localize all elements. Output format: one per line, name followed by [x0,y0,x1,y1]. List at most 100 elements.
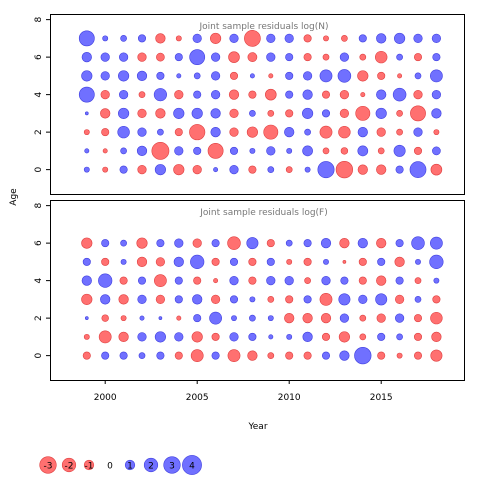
residual-bubble [153,88,167,102]
residual-bubble [118,294,129,305]
residual-bubble [207,142,224,159]
residual-bubble [229,332,239,342]
residual-bubble [358,34,367,43]
residual-bubble [413,332,423,341]
residual-bubble [375,293,388,306]
residual-bubble [321,332,331,341]
residual-bubble [377,257,386,266]
residual-bubble [120,258,127,265]
residual-bubble [302,145,313,157]
panel-frame [50,14,465,195]
residual-bubble [323,35,329,42]
residual-bubble [193,314,202,323]
bubble-group [81,236,444,365]
residual-bubble [229,127,239,137]
residual-bubble [137,34,147,43]
residual-bubble [430,163,443,176]
residual-bubble [304,166,311,173]
residual-bubble [433,129,440,136]
residual-bubble [249,296,256,303]
residual-bubble [101,239,110,248]
residual-bubble [229,295,239,304]
residual-bubble [247,52,258,62]
residual-bubble [156,52,165,62]
residual-bubble [359,314,367,322]
residual-bubble [377,71,386,80]
residual-bubble [210,108,221,119]
panel-title: Joint sample residuals log(N) [198,22,328,32]
residual-bubble [100,90,110,100]
residual-bubble [414,296,422,303]
residual-bubble [413,33,423,43]
residual-bubble [151,141,170,160]
residual-bubble [213,167,219,173]
y-axis-label: Age [9,188,19,206]
y-tick-label: 4 [34,91,44,97]
residual-bubble [81,293,93,305]
residual-bubble [359,53,367,61]
residual-bubble [191,331,203,343]
residual-bubble [137,165,147,175]
residual-bubble [395,165,404,174]
residual-bubble [229,165,239,175]
residual-bubble [174,90,184,100]
legend-label: 4 [189,462,195,472]
residual-bubble [265,88,277,101]
residual-bubble [249,110,256,117]
residual-bubble [117,125,130,139]
residual-bubble [139,315,145,321]
residual-bubble [266,257,275,266]
y-tick-label: 8 [34,16,44,22]
residual-bubble [228,51,240,63]
residual-bubble [266,276,276,286]
panel-frame [50,200,465,381]
residual-bubble [154,331,166,343]
residual-bubble [102,166,109,173]
x-tick-label: 2000 [94,393,117,403]
residual-bubble [376,238,387,249]
legend-bubble [163,456,181,474]
residual-bubble [246,126,258,138]
legend-label: 2 [148,462,154,472]
residual-bubble [119,276,128,285]
residual-bubble [430,69,443,83]
residual-bubble [357,164,368,175]
residual-bubble [335,161,354,179]
residual-bubble [285,71,294,80]
residual-bubble [136,145,148,156]
residual-bubble [413,351,423,360]
residual-bubble [248,257,257,266]
residual-bubble [410,105,426,122]
y-tick-label: 8 [34,202,44,208]
y-tick-label: 6 [34,240,44,246]
residual-bubble [84,316,89,320]
residual-bubble [432,146,441,156]
residual-bubble [396,53,403,61]
residual-bubble [266,239,275,248]
residual-bubble [155,108,166,119]
residual-bubble [304,128,311,136]
residual-bubble [136,237,148,249]
residual-bubble [84,111,89,116]
residual-bubble [396,128,403,136]
residual-bubble [173,164,185,176]
residual-bubble [286,333,293,340]
legend-bubble [143,457,159,473]
residual-bubble [120,239,127,247]
residual-bubble [211,90,221,100]
residual-bubble [120,315,127,322]
residual-bubble [136,256,148,267]
residual-bubble [158,316,163,320]
residual-bubble [138,91,146,98]
residual-bubble [338,293,351,306]
residual-bubble [137,127,147,137]
residual-bubble [357,127,368,138]
residual-bubble [100,108,111,119]
residual-bubble [248,276,257,285]
residual-bubble [174,276,183,285]
residual-bubble [267,110,275,117]
residual-bubble [191,107,203,119]
residual-bubble [82,351,91,360]
residual-bubble [302,331,313,342]
